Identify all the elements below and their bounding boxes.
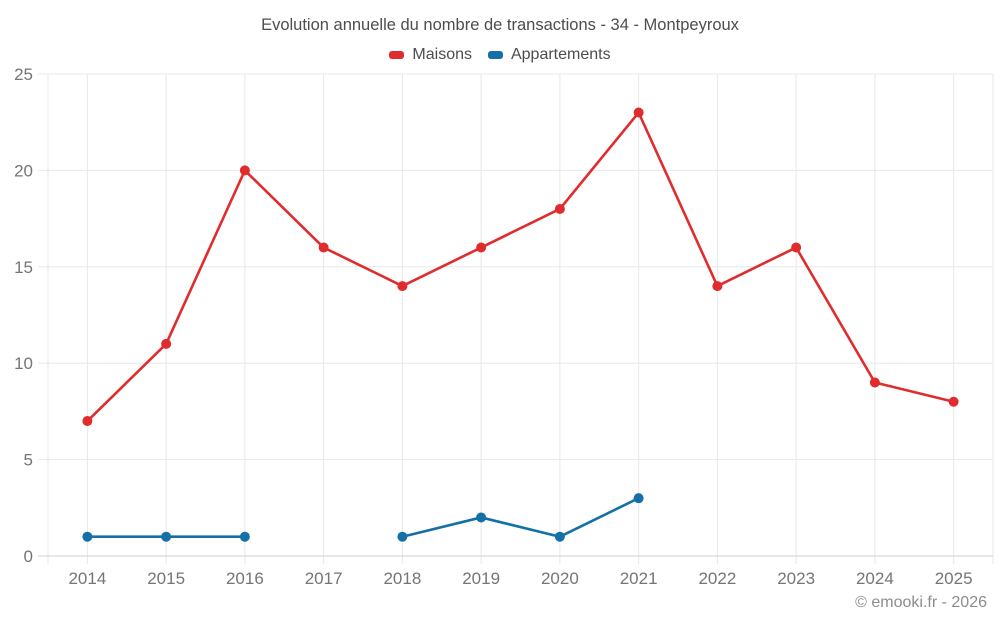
x-axis-tick-label: 2014: [68, 569, 106, 588]
data-point[interactable]: [476, 242, 487, 253]
x-axis-tick-label: 2024: [856, 569, 894, 588]
data-point[interactable]: [397, 531, 408, 542]
legend-item-appartements[interactable]: Appartements: [487, 46, 611, 64]
y-axis-tick-label: 10: [14, 354, 33, 373]
x-axis-tick-label: 2020: [541, 569, 579, 588]
data-point[interactable]: [82, 416, 93, 427]
y-axis-tick-label: 0: [24, 547, 33, 566]
data-point[interactable]: [161, 338, 172, 349]
legend-label-maisons: Maisons: [412, 46, 472, 63]
x-axis-tick-label: 2019: [462, 569, 500, 588]
chart-title: Evolution annuelle du nombre de transact…: [261, 16, 739, 34]
x-axis-tick-label: 2023: [777, 569, 815, 588]
series-appartements: [82, 493, 644, 542]
copyright-credit: © emooki.fr - 2026: [855, 594, 987, 611]
y-axis-tick-label: 5: [24, 451, 33, 470]
series-line: [86, 111, 955, 423]
series-maisons: [82, 107, 959, 427]
data-point[interactable]: [554, 531, 565, 542]
data-point[interactable]: [948, 396, 959, 407]
x-axis-tick-label: 2025: [935, 569, 973, 588]
data-point[interactable]: [397, 281, 408, 292]
y-axis-tick-label: 20: [14, 161, 33, 180]
data-point[interactable]: [239, 531, 250, 542]
x-axis-tick-label: 2016: [226, 569, 264, 588]
data-point[interactable]: [712, 281, 723, 292]
x-axis-tick-label: 2021: [620, 569, 658, 588]
data-point[interactable]: [554, 203, 565, 214]
appartements-series-swatch: [487, 51, 503, 59]
data-point[interactable]: [476, 512, 487, 523]
x-axis-tick-label: 2015: [147, 569, 185, 588]
data-point[interactable]: [318, 242, 329, 253]
data-point[interactable]: [82, 531, 93, 542]
data-point[interactable]: [633, 493, 644, 504]
series-line: [401, 496, 640, 539]
x-axis-tick-label: 2022: [698, 569, 736, 588]
y-axis-tick-label: 15: [14, 258, 33, 277]
data-point[interactable]: [791, 242, 802, 253]
legend-item-maisons[interactable]: Maisons: [389, 46, 472, 64]
data-point[interactable]: [869, 377, 880, 388]
x-axis-tick-label: 2018: [383, 569, 421, 588]
x-axis-tick-label: 2017: [305, 569, 343, 588]
legend-label-appartements: Appartements: [510, 46, 611, 63]
y-axis-tick-label: 25: [14, 65, 33, 84]
maisons-series-swatch: [389, 51, 405, 59]
data-point[interactable]: [161, 531, 172, 542]
data-point[interactable]: [239, 165, 250, 176]
chart-legend: Maisons Appartements: [0, 46, 1000, 64]
data-point[interactable]: [633, 107, 644, 118]
